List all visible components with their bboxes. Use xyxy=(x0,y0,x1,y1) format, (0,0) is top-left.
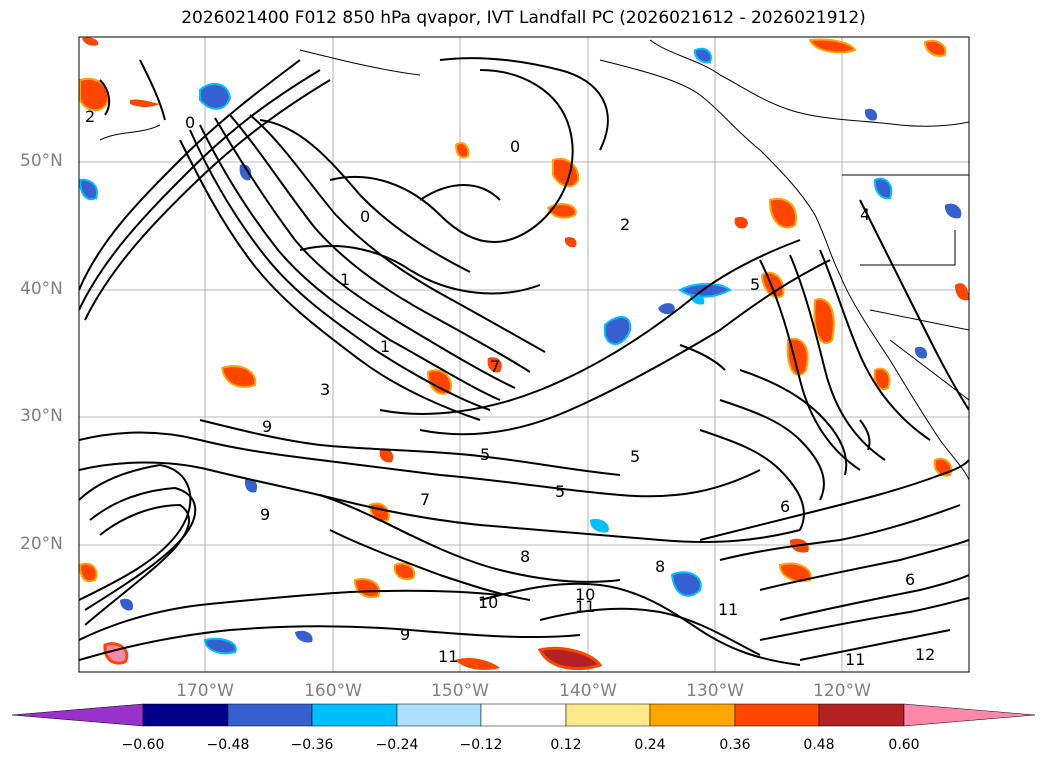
contour-label: 11 xyxy=(718,600,738,619)
contour-label: 11 xyxy=(438,647,458,666)
contour-label: 9 xyxy=(260,505,270,524)
contour-label: 7 xyxy=(420,490,430,509)
colorbar-tick: −0.48 xyxy=(206,737,250,753)
contour-label: 0 xyxy=(510,137,520,156)
colorbar-bin xyxy=(311,703,398,727)
lat-label-30n: 30°N xyxy=(20,406,63,426)
contour-label: 10 xyxy=(575,585,595,604)
contour-label: 9 xyxy=(262,417,272,436)
lon-label-160w: 160°W xyxy=(304,681,362,701)
contour-label: 4 xyxy=(860,205,870,224)
contour-label: 5 xyxy=(750,275,760,294)
colorbar-extend-min xyxy=(11,703,144,727)
contour-label: 11 xyxy=(845,650,865,669)
lat-label-50n: 50°N xyxy=(20,151,63,171)
map-border xyxy=(78,36,970,673)
colorbar-bin xyxy=(227,703,313,727)
contour-label: 0 xyxy=(185,113,195,132)
contour-label: 12 xyxy=(915,645,935,664)
map-plot-area xyxy=(79,37,969,672)
contour-label: 8 xyxy=(655,557,665,576)
lon-label-120w: 120°W xyxy=(813,681,871,701)
colorbar-tick: −0.36 xyxy=(290,737,334,753)
contour-label: 1 xyxy=(380,337,390,356)
colorbar-extend-max xyxy=(903,703,1036,727)
colorbar-bin xyxy=(818,703,905,727)
lat-label-40n: 40°N xyxy=(20,279,63,299)
colorbar-tick: 0.12 xyxy=(550,737,582,753)
colorbar-tick: 0.36 xyxy=(719,737,751,753)
colorbar-bin xyxy=(480,703,567,727)
contour-label: 3 xyxy=(320,380,330,399)
contour-label: 10 xyxy=(478,593,498,612)
lat-label-20n: 20°N xyxy=(20,534,63,554)
contour-label: 5 xyxy=(630,447,640,466)
colorbar-tick: 0.60 xyxy=(888,737,920,753)
contour-label: 9 xyxy=(400,625,410,644)
graticule xyxy=(79,37,969,672)
colorbar-bin xyxy=(565,703,651,727)
colorbar-tick: −0.24 xyxy=(375,737,419,753)
map-title: 2026021400 F012 850 hPa qvapor, IVT Land… xyxy=(181,8,866,28)
lon-label-170w: 170°W xyxy=(176,681,234,701)
coastlines xyxy=(99,39,969,481)
colorbar-bin xyxy=(396,703,482,727)
contour-label: 1 xyxy=(340,270,350,289)
colorbar xyxy=(11,703,1036,727)
contour-label: 5 xyxy=(480,445,490,464)
contour-label: 2 xyxy=(85,107,95,126)
colorbar-tick: −0.12 xyxy=(459,737,503,753)
lon-label-130w: 130°W xyxy=(686,681,744,701)
colorbar-tick: 0.48 xyxy=(803,737,835,753)
contour-label: 7 xyxy=(490,357,500,376)
contour-label: 6 xyxy=(780,497,790,516)
colorbar-bin xyxy=(142,703,229,727)
contour-labels: 0 0 0 1 1 2 2 3 4 5 5 5 5 6 6 7 7 8 8 9 … xyxy=(85,107,935,669)
contour-label: 11 xyxy=(575,597,595,616)
contour-label: 5 xyxy=(555,482,565,501)
contour-lines xyxy=(79,57,969,666)
lon-label-140w: 140°W xyxy=(559,681,617,701)
contour-label: 6 xyxy=(905,570,915,589)
contour-label: 2 xyxy=(620,215,630,234)
colorbar-tick: −0.60 xyxy=(121,737,165,753)
lon-label-150w: 150°W xyxy=(431,681,489,701)
contour-label: 0 xyxy=(360,207,370,226)
colorbar-tick: 0.24 xyxy=(634,737,666,753)
colorbar-bin xyxy=(649,703,736,727)
contour-label: 8 xyxy=(520,547,530,566)
colorbar-bin xyxy=(734,703,820,727)
